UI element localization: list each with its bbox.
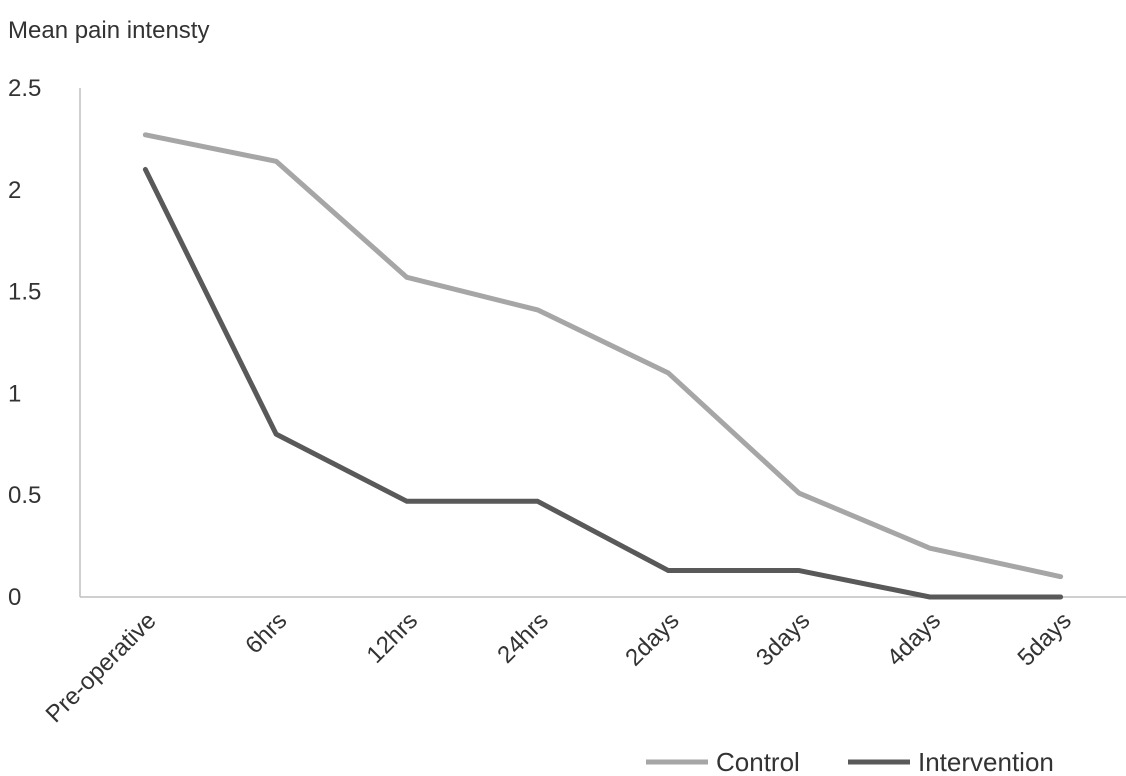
legend-label-intervention: Intervention — [918, 747, 1054, 776]
x-tick-label: Pre-operative — [41, 607, 162, 728]
x-tick-label: 5days — [1012, 607, 1076, 671]
series-lines — [142, 132, 1064, 600]
y-tick-label: 2 — [8, 177, 21, 204]
x-tick-label: 6hrs — [240, 607, 292, 659]
y-axis-title: Mean pain intensty — [8, 17, 209, 44]
x-tick-labels: Pre-operative 6hrs 12hrs 24hrs 2days 3days 4da… — [41, 607, 1077, 728]
x-tick-label: 3days — [751, 607, 815, 671]
y-tick-label: 2.5 — [8, 75, 41, 102]
x-tick-label: 4days — [882, 607, 946, 671]
y-tick-label: 1.5 — [8, 279, 41, 306]
y-tick-labels: 0 0.5 1 1.5 2 2.5 — [8, 75, 41, 611]
legend: Control Intervention — [646, 747, 1054, 776]
x-tick-label: 12hrs — [362, 607, 424, 669]
legend-label-control: Control — [716, 747, 800, 776]
y-tick-label: 0 — [8, 584, 21, 611]
y-tick-label: 1 — [8, 380, 21, 407]
x-tick-label: 24hrs — [492, 607, 554, 669]
series-line-intervention — [142, 166, 1064, 600]
x-tick-label: 2days — [620, 607, 684, 671]
series-line-control — [142, 132, 1064, 580]
y-tick-label: 0.5 — [8, 482, 41, 509]
